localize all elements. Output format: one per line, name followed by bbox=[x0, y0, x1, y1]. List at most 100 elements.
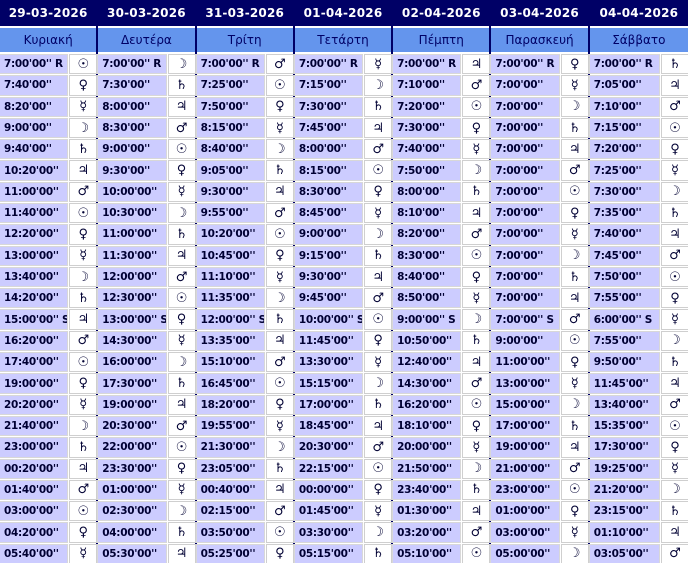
hour-row: 7:00'00'' ☽ bbox=[491, 97, 588, 116]
mercury-icon: ☿ bbox=[168, 331, 195, 351]
hour-time-cell: 23:30'00'' bbox=[98, 459, 166, 478]
venus-icon: ♀ bbox=[70, 523, 97, 542]
mercury-icon: ☿ bbox=[70, 395, 97, 414]
hour-time-cell: 20:00'00'' bbox=[393, 438, 461, 457]
hour-time-cell: 9:30'00'' bbox=[294, 267, 363, 287]
hour-row: 03:50'00'' ☉ bbox=[196, 523, 293, 542]
mercury-icon: ☿ bbox=[365, 204, 392, 223]
hour-row: 9:50'00'' ♄ bbox=[589, 353, 688, 372]
hour-time-cell: 7:00'00'' S bbox=[491, 310, 559, 329]
hour-row: 11:45'00'' ♀ bbox=[294, 331, 392, 351]
hour-time-cell: 16:00'00'' bbox=[98, 353, 166, 372]
mars-icon: ♂ bbox=[661, 246, 688, 265]
mercury-icon: ☿ bbox=[70, 544, 97, 563]
mars-icon: ♂ bbox=[266, 502, 293, 521]
jupiter-icon: ♃ bbox=[266, 480, 293, 500]
day-column-friday: 03-04-2026 Παρασκευή 7:00'00'' R ♀ 7:00'00… bbox=[491, 0, 590, 563]
hour-time-cell: 15:35'00'' bbox=[589, 416, 659, 436]
hour-time-cell: 14:30'00'' bbox=[98, 331, 166, 351]
hour-time-cell: 23:15'00'' bbox=[589, 502, 659, 521]
mercury-icon: ☿ bbox=[661, 161, 688, 180]
mercury-icon: ☿ bbox=[661, 310, 688, 329]
day-column-thursday: 02-04-2026 Πέμπτη 7:00'00'' R ♃ 7:10'00'' ♂… bbox=[393, 0, 492, 563]
hour-row: 16:00'00'' ☽ bbox=[98, 353, 195, 372]
hour-row: 00:00'00'' ♀ bbox=[294, 480, 392, 500]
hour-row: 10:50'00'' ♄ bbox=[393, 331, 490, 351]
hour-time-cell: 20:30'00'' bbox=[98, 416, 166, 436]
hour-row: 9:30'00'' ♀ bbox=[98, 161, 195, 180]
hour-row: 03:05'00'' ♂ bbox=[589, 544, 688, 563]
moon-icon: ☽ bbox=[266, 140, 293, 159]
hour-time-cell: 7:15'00'' bbox=[294, 76, 363, 95]
mars-icon: ♂ bbox=[561, 310, 588, 329]
hour-time-cell: 7:40'00'' bbox=[589, 225, 659, 244]
hour-time-cell: 01:10'00'' bbox=[589, 523, 659, 542]
hour-row: 8:00'00'' ♃ bbox=[98, 97, 195, 116]
mars-icon: ♂ bbox=[70, 182, 97, 202]
venus-icon: ♀ bbox=[365, 182, 392, 202]
hour-time-cell: 19:25'00'' bbox=[589, 459, 659, 478]
hour-row: 23:00'00'' ☉ bbox=[491, 480, 588, 500]
jupiter-icon: ♃ bbox=[70, 161, 97, 180]
hour-row: 21:50'00'' ☽ bbox=[393, 459, 490, 478]
hour-row: 23:05'00'' ♄ bbox=[196, 459, 293, 478]
moon-icon: ☽ bbox=[561, 246, 588, 265]
hour-row: 8:45'00'' ☿ bbox=[294, 204, 392, 223]
hour-row: 8:40'00'' ♀ bbox=[393, 267, 490, 287]
hour-time-cell: 15:00'00'' bbox=[491, 395, 559, 414]
mars-icon: ♂ bbox=[661, 97, 688, 116]
hour-row: 7:00'00'' R ♀ bbox=[491, 55, 588, 74]
hour-row: 03:00'00'' ☉ bbox=[0, 502, 97, 521]
moon-icon: ☽ bbox=[266, 289, 293, 308]
hour-row: 8:20'00'' ☿ bbox=[0, 97, 97, 116]
venus-icon: ♀ bbox=[70, 76, 97, 95]
mars-icon: ♂ bbox=[365, 438, 392, 457]
hour-time-cell: 7:10'00'' bbox=[589, 97, 659, 116]
hour-row: 9:55'00'' ♂ bbox=[196, 204, 293, 223]
hour-time-cell: 13:40'00'' bbox=[0, 267, 68, 287]
moon-icon: ☽ bbox=[70, 267, 97, 287]
hour-row: 19:00'00'' ♀ bbox=[0, 374, 97, 393]
hour-time-cell: 6:00'00'' S bbox=[589, 310, 659, 329]
venus-icon: ♀ bbox=[561, 353, 588, 372]
hour-time-cell: 01:30'00'' bbox=[393, 502, 461, 521]
hour-time-cell: 7:35'00'' bbox=[589, 204, 659, 223]
sun-icon: ☉ bbox=[70, 353, 97, 372]
hour-row: 7:40'00'' ♀ bbox=[0, 76, 97, 95]
hour-row: 10:30'00'' ☽ bbox=[98, 204, 195, 223]
hour-row: 7:00'00'' R ☿ bbox=[294, 55, 392, 74]
venus-icon: ♀ bbox=[661, 140, 688, 159]
hour-time-cell: 7:45'00'' bbox=[294, 118, 363, 138]
sun-icon: ☉ bbox=[365, 310, 392, 329]
hour-time-cell: 8:00'00'' bbox=[294, 140, 363, 159]
saturn-icon: ♄ bbox=[561, 118, 588, 138]
hour-row: 13:00'00'' ☿ bbox=[491, 374, 588, 393]
hour-row: 7:20'00'' ☉ bbox=[393, 97, 490, 116]
hour-row: 05:25'00'' ♀ bbox=[196, 544, 293, 563]
hour-time-cell: 11:35'00'' bbox=[196, 289, 264, 308]
hour-row: 19:55'00'' ☿ bbox=[196, 416, 293, 436]
hour-time-cell: 20:20'00'' bbox=[0, 395, 68, 414]
hour-row: 8:00'00'' ♄ bbox=[393, 182, 490, 202]
jupiter-icon: ♃ bbox=[266, 182, 293, 202]
day-name: Τρίτη bbox=[196, 28, 293, 54]
mars-icon: ♂ bbox=[70, 480, 97, 500]
hour-time-cell: 23:00'00'' bbox=[0, 438, 68, 457]
hour-time-cell: 7:00'00'' bbox=[491, 246, 559, 265]
hour-time-cell: 7:00'00'' bbox=[491, 182, 559, 202]
hour-time-cell: 9:00'00'' bbox=[0, 118, 68, 138]
hour-time-cell: 21:20'00'' bbox=[589, 480, 659, 500]
hour-time-cell: 9:30'00'' bbox=[98, 161, 166, 180]
mercury-icon: ☿ bbox=[266, 267, 293, 287]
hour-row: 9:00'00'' ☽ bbox=[294, 225, 392, 244]
mercury-icon: ☿ bbox=[168, 480, 195, 500]
hour-time-cell: 9:00'00'' bbox=[491, 331, 559, 351]
hour-row: 23:40'00'' ♄ bbox=[393, 480, 490, 500]
hour-row: 7:00'00'' ♃ bbox=[491, 140, 588, 159]
hour-time-cell: 18:20'00'' bbox=[196, 395, 264, 414]
hour-time-cell: 8:45'00'' bbox=[294, 204, 363, 223]
hour-time-cell: 16:45'00'' bbox=[196, 374, 264, 393]
hour-time-cell: 11:30'00'' bbox=[98, 246, 166, 265]
moon-icon: ☽ bbox=[70, 118, 97, 138]
